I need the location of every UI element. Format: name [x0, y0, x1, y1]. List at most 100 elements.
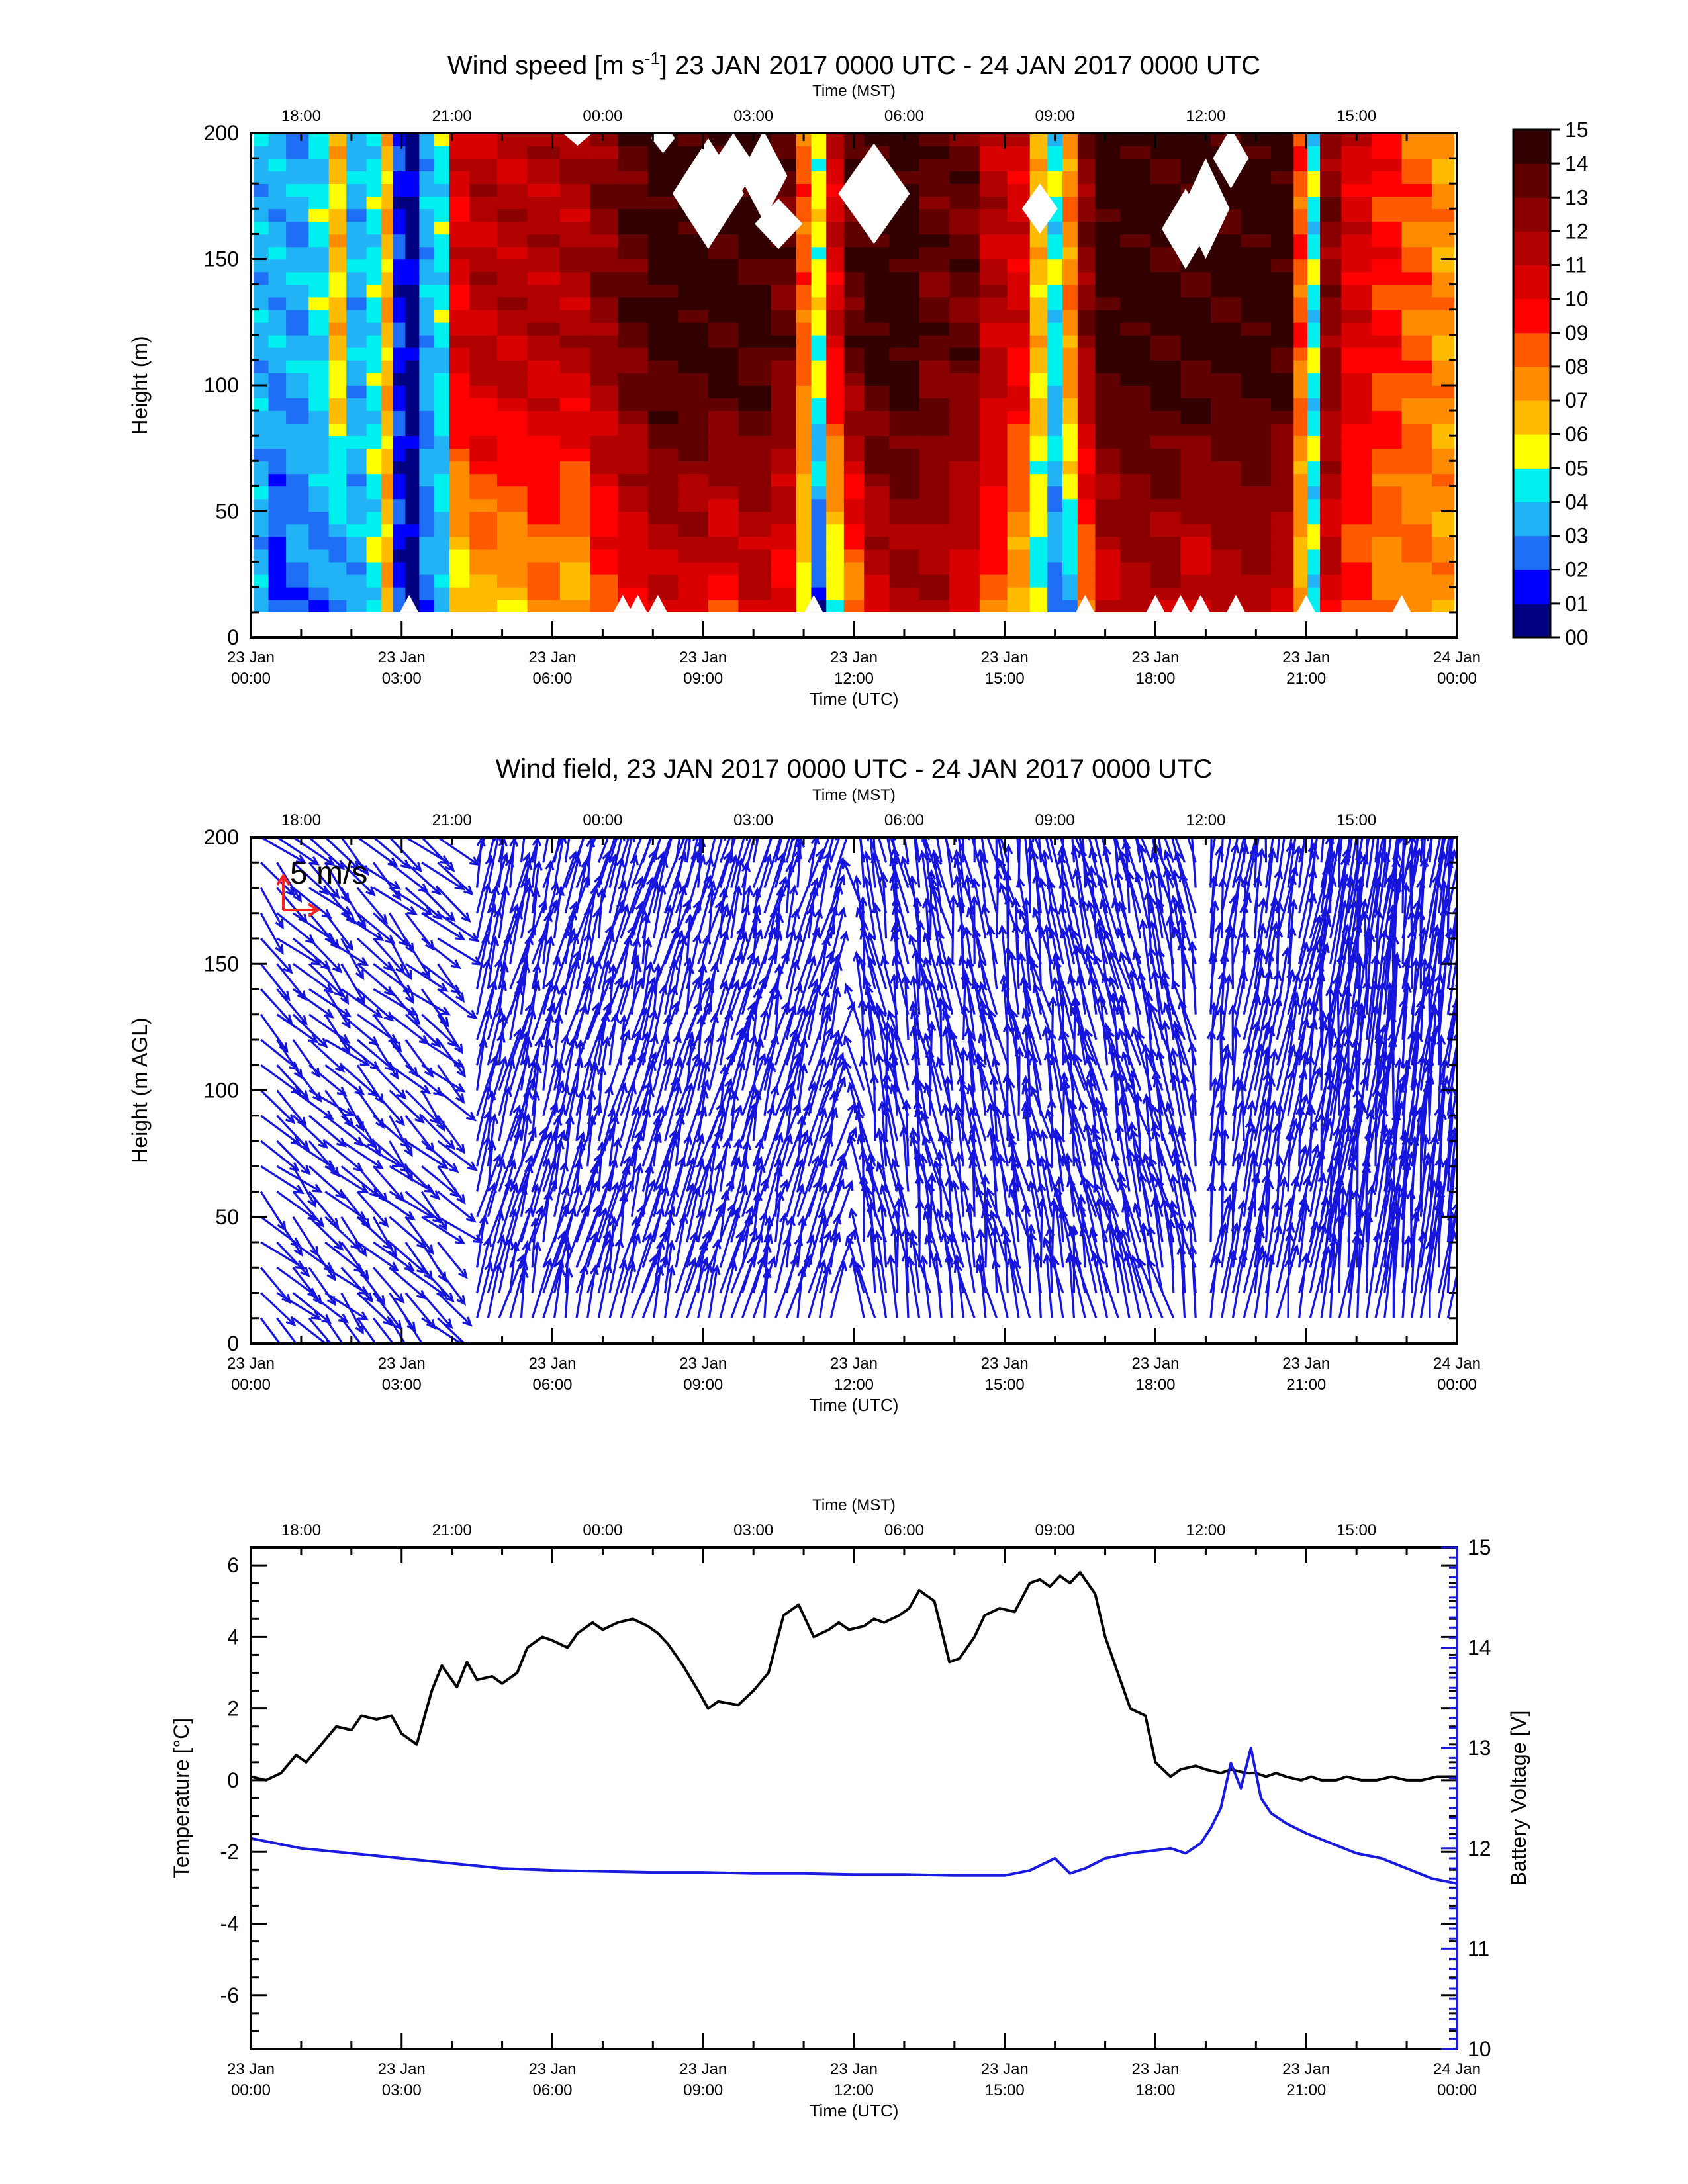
heatmap-cell	[647, 398, 679, 411]
wind-vector	[1023, 1009, 1042, 1066]
colorbar-swatch	[1513, 265, 1550, 300]
wind-vector-head	[404, 1171, 414, 1183]
colorbar-swatch	[1513, 231, 1550, 266]
heatmap-cell	[1180, 549, 1211, 563]
heatmap-cell	[843, 234, 865, 248]
wind-vector	[260, 1115, 301, 1145]
heatmap-cell	[1007, 334, 1031, 348]
wind-vector	[886, 1107, 898, 1167]
heatmap-cell	[590, 334, 618, 348]
heatmap-cell	[469, 347, 498, 361]
wind-vector-head	[641, 912, 651, 924]
heatmap-cell	[449, 208, 471, 222]
wind-vector	[785, 1185, 804, 1243]
heatmap-cell	[1320, 461, 1342, 475]
wind-vector	[1113, 837, 1119, 863]
heatmap-cell	[1371, 511, 1403, 525]
wind-vector	[796, 1217, 804, 1268]
heatmap-cell	[1120, 158, 1151, 171]
heatmap-cell	[469, 208, 498, 222]
wind-vector	[276, 1165, 321, 1193]
heatmap-cell	[434, 234, 450, 248]
heatmap-cell	[1307, 146, 1321, 159]
heatmap-cell	[796, 435, 812, 449]
heatmap-cell	[864, 347, 890, 361]
wind-vector	[564, 1088, 577, 1142]
heatmap-cell	[419, 309, 435, 323]
heatmap-cell	[738, 561, 772, 575]
heatmap-cell	[449, 385, 471, 398]
wind-vector	[968, 1204, 976, 1268]
heatmap-cell	[366, 146, 383, 159]
heatmap-cell	[527, 334, 561, 348]
heatmap-cell	[469, 259, 498, 273]
wind-vector-head	[373, 1160, 384, 1169]
wind-vector-head	[1009, 1008, 1019, 1020]
heatmap-cell	[826, 398, 845, 411]
heatmap-cell	[796, 234, 812, 248]
wind-vector	[893, 957, 910, 1015]
heatmap-cell	[449, 586, 471, 600]
heatmap-cell	[1007, 372, 1031, 386]
wind-vector-head	[927, 901, 937, 913]
heatmap-cell	[1120, 523, 1151, 537]
heatmap-cell	[590, 271, 618, 285]
wind-vector	[923, 837, 943, 888]
wind-vector	[421, 912, 465, 940]
heatmap-cell	[1401, 158, 1432, 171]
wind-vector-head	[1079, 815, 1086, 823]
heatmap-cell	[253, 498, 269, 512]
heatmap-cell	[678, 523, 709, 537]
wind-vector	[1074, 837, 1098, 889]
heatmap-cell	[590, 486, 618, 500]
wind-vector-head	[1027, 796, 1034, 803]
wind-vector	[796, 1083, 816, 1142]
heatmap-cell	[1029, 234, 1049, 248]
heatmap-cell	[1293, 158, 1308, 171]
heatmap-cell	[449, 133, 471, 146]
wind-vector-head	[321, 909, 332, 919]
wind-vector	[785, 837, 794, 863]
wind-vector-head	[966, 1083, 976, 1095]
heatmap-cell	[647, 183, 679, 197]
wind-vector-head	[1099, 898, 1109, 909]
wind-vector	[641, 986, 655, 1040]
wind-vector	[1011, 1179, 1020, 1243]
heatmap-cell	[286, 271, 310, 285]
heatmap-cell	[419, 146, 435, 159]
wind-vector	[308, 1165, 345, 1199]
wind-vector	[1119, 1181, 1142, 1243]
wind-vector	[531, 1159, 550, 1218]
heatmap-cell	[393, 511, 406, 525]
heatmap-cell	[708, 410, 739, 424]
wind-vector	[937, 957, 954, 1015]
wind-vector-head	[943, 1134, 953, 1146]
wind-vector-head	[884, 803, 892, 812]
heatmap-cell	[618, 511, 649, 525]
heatmap-cell	[1095, 435, 1121, 449]
heatmap-cell	[590, 461, 618, 475]
wind-vector-head	[517, 808, 524, 817]
heatmap-cell	[796, 196, 812, 210]
heatmap-cell	[1401, 359, 1432, 373]
wind-vector-head	[495, 808, 502, 817]
wind-vector	[708, 1110, 726, 1167]
wind-vector-head	[961, 1003, 970, 1015]
wind-vector	[498, 1130, 522, 1193]
heatmap-cell	[346, 461, 367, 475]
wind-vector-head	[404, 1210, 416, 1220]
heatmap-cell	[527, 461, 561, 475]
wind-vector	[373, 937, 404, 974]
wind-vector-head	[332, 963, 343, 974]
heatmap-cell	[496, 309, 528, 323]
heatmap-cell	[1293, 334, 1308, 348]
wind-vector	[630, 837, 643, 863]
heatmap-cell	[1432, 523, 1456, 537]
heatmap-cell	[919, 435, 951, 449]
mst-axis-label: Time (MST)	[812, 82, 896, 100]
heatmap-cell	[1095, 208, 1121, 222]
heatmap-cell	[590, 309, 618, 323]
wind-vector	[498, 1029, 522, 1091]
wind-vector-head	[756, 1162, 766, 1173]
heatmap-cell	[1307, 171, 1321, 184]
